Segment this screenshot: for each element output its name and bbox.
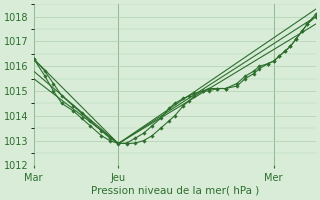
X-axis label: Pression niveau de la mer( hPa ): Pression niveau de la mer( hPa ) xyxy=(91,186,259,196)
